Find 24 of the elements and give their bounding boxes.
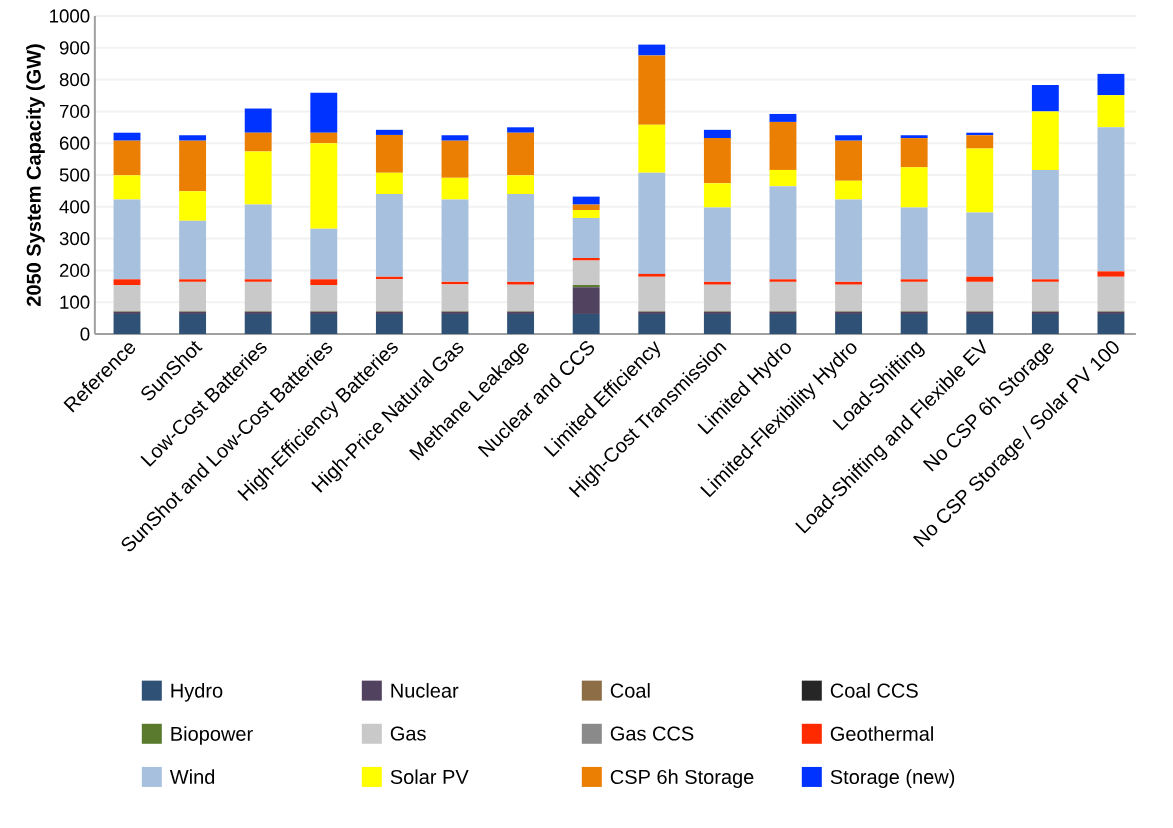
legend-label: Coal CCS [830,683,918,698]
legend-label: Storage (new) [830,769,955,788]
y-tick-label: 1000 [50,9,90,23]
y-tick-label: 500 [59,168,90,182]
legend-label: Coal [610,683,650,698]
legend-label: Solar PV [390,769,469,785]
y-tick-label: 200 [59,263,90,278]
y-tick-label: 600 [59,136,90,150]
legend-label: Gas CCS [610,726,694,741]
legend-label: Wind [169,769,215,785]
y-tick-label: 400 [59,200,90,214]
y-tick-label: 800 [59,72,90,87]
legend-label: Hydro [171,683,223,702]
legend-label: CSP 6h Storage [610,769,754,788]
y-axis-title: 2050 System Capacity (GW) [26,44,45,307]
legend-label: Biopower [171,726,253,745]
legend-label: Gas [390,726,426,741]
y-tick-label: 100 [60,295,90,309]
legend-label: Nuclear [391,683,459,698]
y-tick-label: 0 [80,327,90,341]
y-tick-label: 900 [59,41,90,55]
legend-label: Geothermal [830,726,933,741]
y-tick-label: 700 [59,104,90,119]
y-tick-label: 300 [59,231,90,246]
